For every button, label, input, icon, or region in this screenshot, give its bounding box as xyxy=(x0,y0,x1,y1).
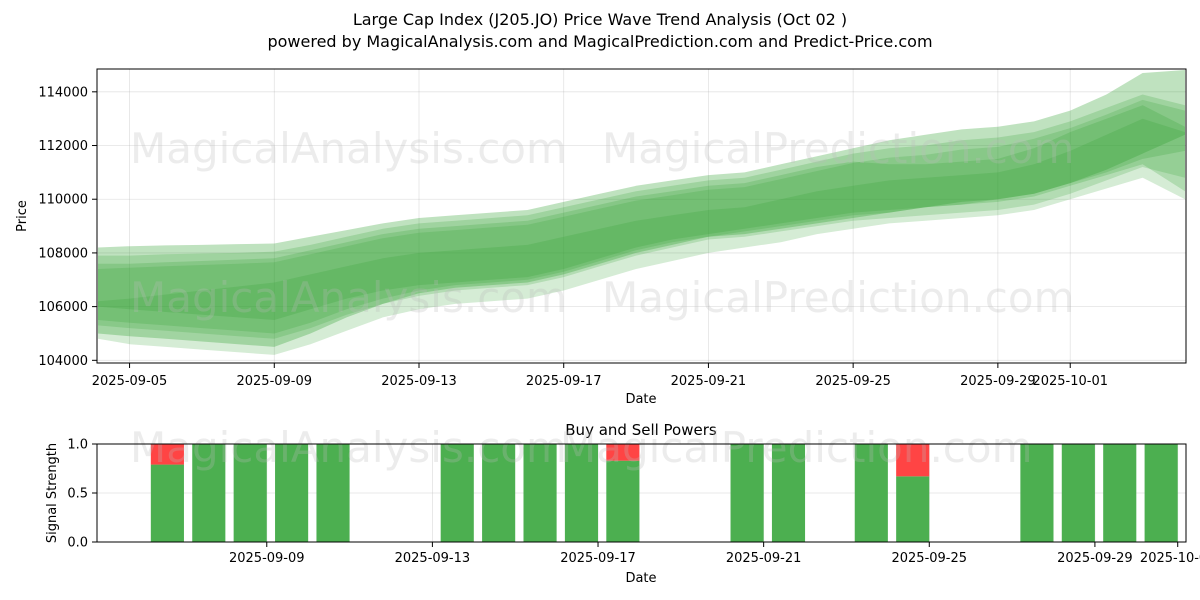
price-band-3 xyxy=(98,118,1185,355)
top-x-tick-label: 2025-09-13 xyxy=(381,374,457,389)
price-band-4 xyxy=(98,99,1185,339)
bottom-chart-title: Buy and Sell Powers xyxy=(565,421,717,439)
watermark-text: MagicalAnalysis.com xyxy=(130,124,567,173)
bottom-x-tick-label: 2025-09-13 xyxy=(395,551,471,566)
top-y-tick-label: 106000 xyxy=(38,300,88,315)
top-plot-frame xyxy=(96,68,1187,364)
bottom-x-axis-label: Date xyxy=(625,571,656,586)
top-y-tick-label: 110000 xyxy=(38,193,88,208)
buy-power-bar xyxy=(316,444,350,542)
buy-power-bar xyxy=(192,444,226,542)
chart-title-line2: powered by MagicalAnalysis.com and Magic… xyxy=(267,32,932,51)
sell-power-bar xyxy=(606,444,640,461)
price-wave-bands xyxy=(98,70,1185,355)
buy-power-bar xyxy=(606,460,640,542)
top-y-tick-label: 114000 xyxy=(38,85,88,100)
bottom-x-tick-label: 2025-09-17 xyxy=(560,551,636,566)
bottom-x-axis-ticks: 2025-09-09 2025-09-13 2025-09-17 2025-09-21… xyxy=(229,542,1200,566)
sell-power-bar xyxy=(150,444,184,465)
buy-power-bar xyxy=(854,444,888,542)
bottom-y-tick-label: 1.0 xyxy=(67,438,88,453)
bottom-x-tick-label: 2025-09-29 xyxy=(1057,551,1133,566)
buy-power-bar xyxy=(482,444,516,542)
bottom-x-tick-label: 2025-09-25 xyxy=(891,551,967,566)
bottom-x-tick-label: 2025-10-01 xyxy=(1140,551,1200,566)
buy-power-bar xyxy=(564,444,599,542)
buy-power-bar xyxy=(150,464,184,542)
price-band-0 xyxy=(98,70,1185,347)
watermark-text: MagicalPrediction.com xyxy=(602,273,1075,322)
buy-power-bar xyxy=(771,444,806,542)
top-x-axis-label: Date xyxy=(625,392,656,407)
watermark-text: MagicalPrediction.com xyxy=(560,423,1033,472)
top-y-axis-ticks: 104000 106000 108000 110000 112000 114000 xyxy=(38,85,97,369)
bottom-watermarks: MagicalAnalysis.com MagicalPrediction.co… xyxy=(130,423,1033,472)
buy-power-bar xyxy=(440,444,474,542)
buy-power-bar xyxy=(730,444,764,542)
buy-power-bar xyxy=(523,444,557,542)
buy-sell-bars xyxy=(150,444,1178,542)
top-y-tick-label: 104000 xyxy=(38,354,88,369)
bottom-y-axis-ticks: 0.0 0.5 1.0 xyxy=(67,438,97,551)
watermark-text: MagicalAnalysis.com xyxy=(130,273,567,322)
top-x-tick-label: 2025-09-25 xyxy=(815,374,891,389)
bottom-y-tick-label: 0.5 xyxy=(67,487,88,502)
buy-power-bar xyxy=(1061,444,1095,542)
top-x-tick-label: 2025-09-29 xyxy=(960,374,1036,389)
top-grid xyxy=(97,69,1186,363)
buy-power-bar xyxy=(1020,444,1054,542)
sell-power-bar xyxy=(896,444,930,477)
watermark-text: MagicalPrediction.com xyxy=(602,124,1075,173)
bottom-x-tick-label: 2025-09-21 xyxy=(726,551,802,566)
bottom-y-axis-label: Signal Strength xyxy=(45,443,60,543)
top-x-tick-label: 2025-09-17 xyxy=(526,374,602,389)
top-watermarks: MagicalAnalysis.com MagicalPrediction.co… xyxy=(130,124,1075,322)
top-x-tick-label: 2025-09-09 xyxy=(236,374,312,389)
top-y-tick-label: 108000 xyxy=(38,246,88,261)
buy-power-bar xyxy=(1144,444,1178,542)
buy-power-bar xyxy=(1103,444,1137,542)
bottom-y-tick-label: 0.0 xyxy=(67,536,88,551)
top-x-tick-label: 2025-09-05 xyxy=(92,374,168,389)
watermark-text: MagicalAnalysis.com xyxy=(130,423,567,472)
price-band-1 xyxy=(98,94,1185,334)
top-x-tick-label: 2025-10-01 xyxy=(1032,374,1108,389)
buy-power-bar xyxy=(896,476,930,542)
buy-power-bar xyxy=(233,444,267,542)
top-x-tick-label: 2025-09-21 xyxy=(671,374,747,389)
top-x-axis-ticks: 2025-09-05 2025-09-09 2025-09-13 2025-09-17… xyxy=(92,363,1108,389)
chart-title-line1: Large Cap Index (J205.JO) Price Wave Tre… xyxy=(353,10,847,29)
top-y-tick-label: 112000 xyxy=(38,139,88,154)
bottom-x-tick-label: 2025-09-09 xyxy=(229,551,305,566)
buy-power-bar xyxy=(275,444,309,542)
top-y-axis-label: Price xyxy=(15,200,30,232)
price-band-2 xyxy=(98,105,1185,320)
